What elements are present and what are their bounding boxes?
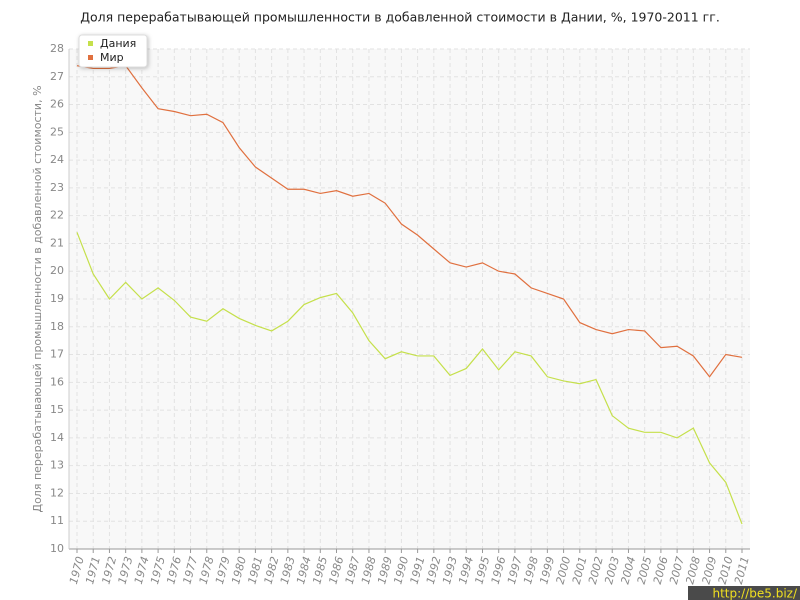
chart-title: Доля перерабатывающей промышленности в д… xyxy=(80,10,720,25)
y-tick-label: 24 xyxy=(50,153,64,166)
series-line xyxy=(76,65,743,378)
y-tick-label: 10 xyxy=(50,542,64,555)
legend-box xyxy=(78,34,148,68)
series-line xyxy=(76,232,743,525)
legend-label: Мир xyxy=(100,51,124,64)
y-tick-label: 23 xyxy=(50,181,64,194)
y-tick-label: 27 xyxy=(50,70,64,83)
y-tick-label: 28 xyxy=(50,42,64,55)
watermark: http://be5.biz/ xyxy=(712,587,797,600)
watermark-bg xyxy=(688,586,800,600)
y-tick-label: 22 xyxy=(50,209,64,222)
legend-swatch xyxy=(88,41,93,46)
y-tick-label: 13 xyxy=(50,459,64,472)
plot-area xyxy=(69,49,750,549)
y-tick-label: 25 xyxy=(50,125,64,138)
legend-swatch xyxy=(88,55,93,60)
y-tick-label: 14 xyxy=(50,431,64,444)
y-tick-label: 20 xyxy=(50,264,64,277)
legend-label: Дания xyxy=(100,37,136,50)
y-tick-label: 26 xyxy=(50,98,64,111)
y-tick-label: 12 xyxy=(50,486,64,499)
y-tick-label: 21 xyxy=(50,236,64,249)
y-tick-label: 18 xyxy=(50,320,64,333)
y-tick-label: 17 xyxy=(50,348,64,361)
y-tick-label: 16 xyxy=(50,375,64,388)
y-tick-label: 11 xyxy=(50,514,64,527)
y-tick-label: 15 xyxy=(50,403,64,416)
y-axis-label: Доля перерабатывающей промышленности в д… xyxy=(31,85,44,512)
y-tick-label: 19 xyxy=(50,292,64,305)
